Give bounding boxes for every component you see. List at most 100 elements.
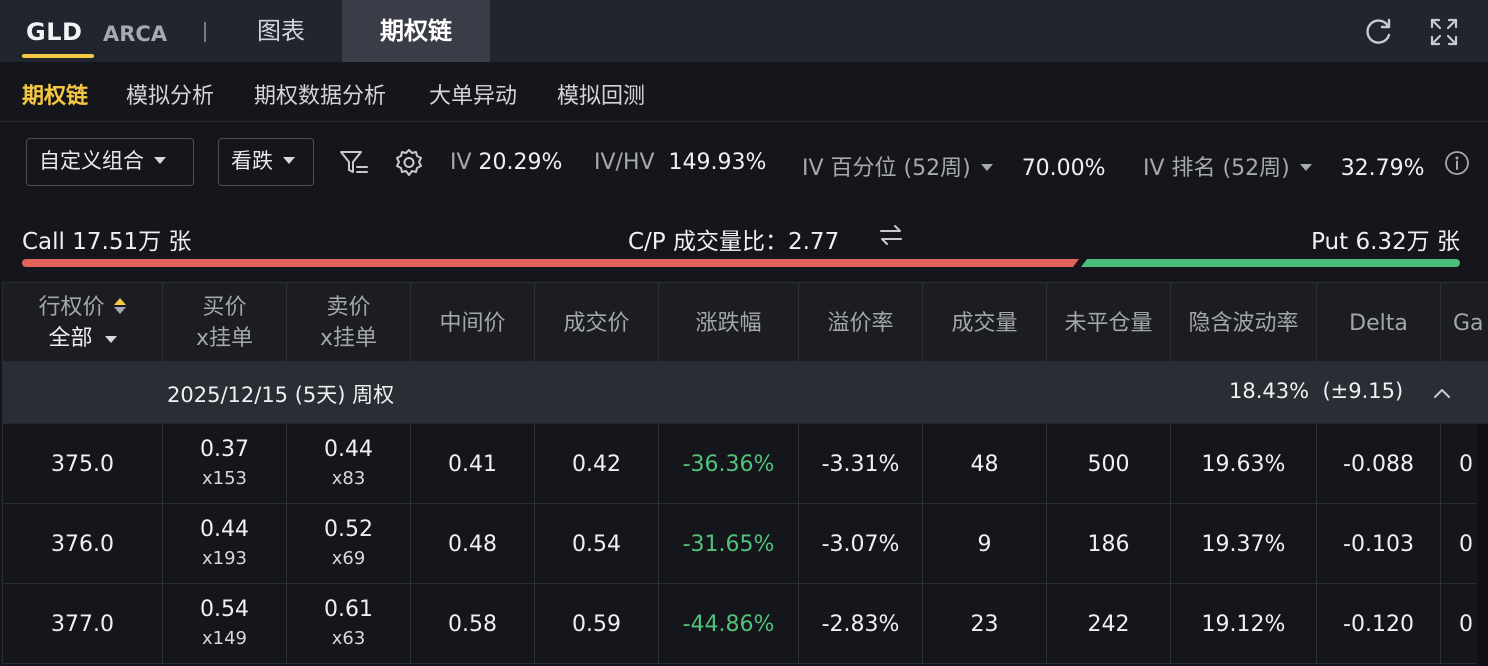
ask-cell-size: x83 [331,468,366,489]
gamma-cell: 0 [1441,584,1488,664]
expiry-iv: 18.43% (±9.15) [1229,379,1403,403]
call-volume: Call 17.51万 张 [22,229,192,255]
last-price-cell-value: 0.59 [572,611,621,637]
header-bid[interactable]: 买价 x挂单 [163,283,287,363]
caret-down-icon [1299,163,1312,171]
header-gamma[interactable]: Ga [1441,283,1488,363]
chevron-up-icon[interactable] [1431,382,1453,404]
bid-cell-size: x149 [201,628,247,649]
iv-cell: 19.37% [1171,504,1317,584]
strategy-select[interactable]: 自定义组合 [26,138,194,186]
premium-cell: -2.83% [799,584,923,664]
volume-cell-value: 48 [970,451,999,477]
strategy-select-value: 自定义组合 [39,149,144,173]
subtab-unusual-activity[interactable]: 大单异动 [429,84,518,109]
open-interest-cell-value: 500 [1087,451,1130,477]
call-volume-bar [22,259,1079,267]
info-icon[interactable] [1444,150,1470,176]
header-mid[interactable]: 中间价 [411,283,535,363]
bid-cell-value: 0.37 [200,437,249,462]
exchange-label: ARCA [103,22,168,46]
header-last[interactable]: 成交价 [535,283,659,363]
table-row[interactable]: 377.0 0.54 x149 0.61 x63 0.58 0.59 -44.86% -2.83… [3,584,1488,664]
table-row[interactable]: 376.0 0.44 x193 0.52 x69 0.48 0.54 -31.65% -3.07… [3,504,1488,584]
gamma-cell-value: 0 [1459,531,1473,557]
fullscreen-icon[interactable] [1428,16,1460,48]
cp-ratio: C/P 成交量比：2.77 [628,229,840,255]
expiry-move: (±9.15) [1322,379,1404,403]
table-row[interactable]: 375.0 0.37 x153 0.44 x83 0.41 0.42 -36.36% -3.31… [3,424,1488,504]
refresh-icon[interactable] [1362,16,1394,48]
bid-cell: 0.54 x149 [163,584,287,664]
header-implied-volatility[interactable]: 隐含波动率 [1171,283,1317,363]
header-strike[interactable]: 行权价 全部 [3,283,163,363]
header-change[interactable]: 涨跌幅 [659,283,799,363]
open-interest-cell-value: 186 [1087,531,1130,557]
direction-select-value: 看跌 [231,149,273,173]
header-open-interest[interactable]: 未平仓量 [1047,283,1171,363]
swap-icon[interactable] [878,222,904,248]
subtab-backtest[interactable]: 模拟回测 [557,84,646,109]
volume-cell-value: 23 [970,611,999,637]
direction-select[interactable]: 看跌 [218,138,314,186]
bid-cell-size: x193 [201,548,247,569]
header-premium[interactable]: 溢价率 [799,283,923,363]
bid-cell-value: 0.54 [200,597,249,622]
header-ask-size: x挂单 [319,326,378,351]
filter-icon[interactable] [338,148,370,178]
gear-icon[interactable] [394,148,424,178]
header-ask-label: 卖价 [326,295,371,320]
gamma-cell: 0 [1441,424,1488,504]
header-bid-size: x挂单 [195,326,254,351]
tab-chart[interactable]: 图表 [257,17,305,45]
active-tab-indicator [22,54,94,58]
bid-cell: 0.44 x193 [163,504,287,584]
mid-price-cell-value: 0.58 [448,611,497,637]
change-cell: -44.86% [659,584,799,664]
delta-cell-value: -0.088 [1343,451,1414,477]
mid-price-cell-value: 0.41 [448,451,497,477]
header-ask[interactable]: 卖价 x挂单 [287,283,411,363]
bid-cell: 0.37 x153 [163,424,287,504]
option-chain-table: 行权价 全部 买价 x挂单 卖价 x挂单 中间价 成交价 涨跌幅 溢价率 成交量… [2,282,1488,666]
gamma-cell-value: 0 [1459,451,1473,477]
subtab-simulation[interactable]: 模拟分析 [126,84,215,109]
top-bar: GLD ARCA 图表 期权链 [0,0,1488,62]
put-volume: Put 6.32万 张 [1311,229,1460,255]
table-header: 行权价 全部 买价 x挂单 卖价 x挂单 中间价 成交价 涨跌幅 溢价率 成交量… [3,282,1488,363]
volume-cell: 23 [923,584,1047,664]
scroll-edge [1477,424,1488,666]
subtab-option-chain[interactable]: 期权链 [22,84,89,109]
sort-icon[interactable] [113,296,127,316]
change-cell-value: -36.36% [682,451,775,477]
mid-price-cell: 0.48 [411,504,535,584]
header-bid-label: 买价 [202,295,247,320]
open-interest-cell: 186 [1047,504,1171,584]
expiry-group-header[interactable]: 2025/12/15 (5天) 周权 18.43% (±9.15) [3,362,1488,424]
mid-price-cell: 0.41 [411,424,535,504]
ask-cell-value: 0.61 [324,597,373,622]
volume-cell-value: 9 [977,531,992,557]
last-price-cell: 0.59 [535,584,659,664]
premium-cell: -3.31% [799,424,923,504]
iv-rank-stat[interactable]: IV 排名 (52周) 32.79% [1143,150,1425,182]
iv-percentile-stat[interactable]: IV 百分位 (52周) 70.00% [802,150,1106,182]
iv-value: 20.29% [478,150,563,175]
change-cell: -31.65% [659,504,799,584]
iv-label: IV [450,150,472,175]
strike-filter-value[interactable]: 全部 [48,326,93,351]
tab-option-chain[interactable]: 期权链 [342,0,490,62]
last-price-cell: 0.42 [535,424,659,504]
header-volume[interactable]: 成交量 [923,283,1047,363]
change-cell: -36.36% [659,424,799,504]
last-price-cell: 0.54 [535,504,659,584]
divider [204,22,206,42]
header-delta[interactable]: Delta [1317,283,1441,363]
premium-cell-value: -2.83% [821,611,900,637]
iv-rank-label: IV 排名 (52周) [1143,156,1290,181]
mid-price-cell-value: 0.48 [448,531,497,557]
ask-cell: 0.44 x83 [287,424,411,504]
caret-down-icon [283,156,295,164]
subtab-option-data[interactable]: 期权数据分析 [254,84,387,109]
last-price-cell-value: 0.54 [572,531,621,557]
